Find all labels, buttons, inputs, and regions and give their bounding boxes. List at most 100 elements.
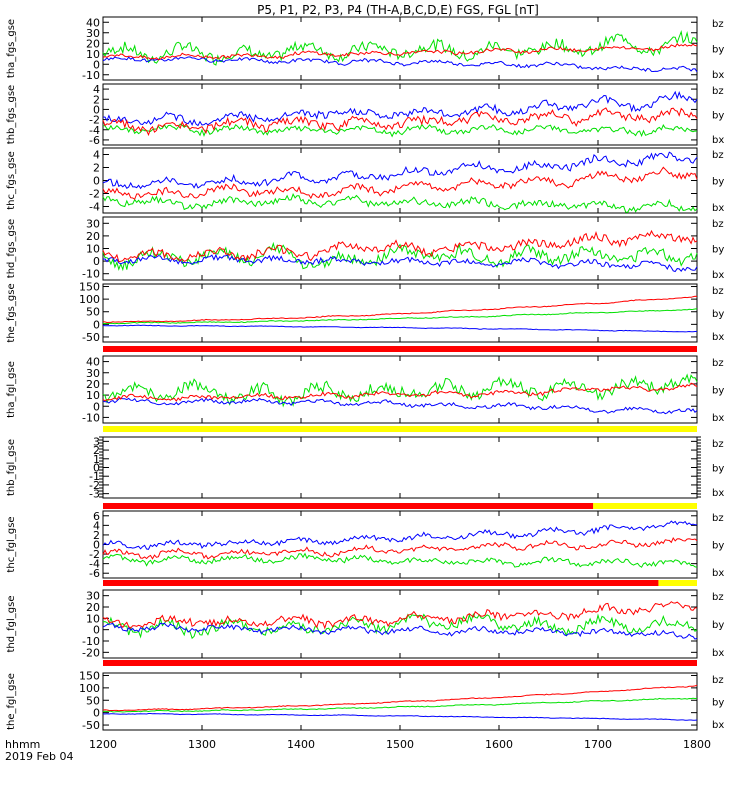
y-tick-label: 20	[86, 37, 100, 50]
y-tick-label: 40	[86, 356, 100, 369]
legend-bz: bz	[712, 19, 724, 30]
legend-by: by	[712, 111, 724, 122]
y-tick-label: 10	[86, 48, 100, 61]
y-tick-label: 0	[93, 539, 100, 552]
status-bar-1	[103, 346, 697, 352]
y-tick-label: 6	[93, 510, 100, 523]
y-tick-label: 100	[79, 682, 100, 695]
panel-ylabel: thd_fgs_gse	[6, 219, 17, 278]
series-by-line	[102, 373, 698, 408]
y-tick-label: 20	[86, 378, 100, 391]
panel-ylabel: the_fgl_gse	[6, 673, 17, 730]
legend-bz: bz	[712, 513, 724, 524]
legend-bx: bx	[712, 648, 724, 659]
panel-ylabel: tha_fgs_gse	[6, 19, 17, 78]
series-bx-line	[102, 90, 698, 127]
panels-group: tha_fgs_gse 403020100-10bzbybxthb_fgs_gse…	[6, 16, 724, 751]
y-tick-label: 0	[93, 624, 100, 637]
legend-by: by	[712, 620, 724, 631]
y-tick-label: 100	[79, 293, 100, 306]
y-tick-label: -2	[89, 548, 100, 561]
status-bar-4-yellow	[658, 580, 697, 586]
panel-ylabel: thd_fgl_gse	[6, 596, 17, 653]
y-tick-label: -6	[89, 134, 100, 147]
legend-by: by	[712, 45, 724, 56]
series-bx-line	[102, 151, 698, 190]
panel-ylabel: thc_fgl_gse	[6, 516, 17, 572]
series-by-line	[102, 697, 698, 713]
x-tick-label: 1500	[386, 738, 414, 751]
y-tick-label: -3	[89, 488, 100, 501]
series-bx-line	[102, 324, 698, 333]
y-tick-label: -4	[89, 201, 100, 214]
panel-p3: thc_fgs_gse 420-2-4 bz by bx	[6, 147, 724, 214]
legend-bx: bx	[712, 413, 724, 424]
panel-frame	[102, 589, 698, 659]
y-tick-label: -2	[89, 188, 100, 201]
status-bar-3	[103, 503, 697, 509]
legend-bx: bx	[712, 270, 724, 281]
legend-bz: bz	[712, 439, 724, 450]
x-tick-label: 1300	[188, 738, 216, 751]
y-tick-label: 2	[93, 93, 100, 106]
legend-bz: bz	[712, 219, 724, 230]
series-by-line	[102, 192, 698, 213]
series-by-line	[102, 29, 698, 66]
x-tick-label: 1400	[287, 738, 315, 751]
y-tick-label: 40	[86, 16, 100, 29]
series-by-line	[102, 123, 698, 138]
y-tick-label: -50	[82, 331, 100, 344]
y-tick-label: 30	[86, 367, 100, 380]
y-tick-label: -2	[89, 479, 100, 492]
legend-bx: bx	[712, 488, 724, 499]
y-tick-label: 30	[86, 217, 100, 230]
legend-by: by	[712, 464, 724, 475]
legend-bx: bx	[712, 203, 724, 214]
legend-bz: bz	[712, 592, 724, 603]
y-tick-label: 30	[86, 590, 100, 603]
status-bar-4	[103, 580, 697, 586]
y-tick-label: 0	[93, 103, 100, 116]
x-tick-label: 1700	[584, 738, 612, 751]
y-tick-label: 10	[86, 243, 100, 256]
legend-bz: bz	[712, 675, 724, 686]
y-tick-label: 0	[93, 255, 100, 268]
legend-by: by	[712, 177, 724, 188]
legend-bx: bx	[712, 70, 724, 81]
footer-date-label: 2019 Feb 04	[5, 750, 73, 763]
series-bz-line	[102, 601, 697, 630]
series-bz-line	[102, 166, 698, 200]
y-tick-label: -6	[89, 567, 100, 580]
y-tick-label: 0	[93, 58, 100, 71]
panel-ylabel: thb_fgl_gse	[6, 439, 17, 496]
y-tick-label: 30	[86, 27, 100, 40]
y-tick-label: 150	[79, 669, 100, 682]
legend-by: by	[712, 309, 724, 320]
y-tick-label: 0	[93, 400, 100, 413]
y-tick-label: 50	[86, 306, 100, 319]
y-tick-label: -4	[89, 558, 100, 571]
panel-ylabel: the_fgs_gse	[6, 283, 17, 342]
series-bz-line	[102, 43, 698, 61]
panel-frame	[102, 147, 698, 214]
series-by-line	[102, 308, 698, 325]
y-tick-label: 0	[93, 175, 100, 188]
legend-by: by	[712, 245, 724, 256]
y-tick-label: 20	[86, 601, 100, 614]
legend-bz: bz	[712, 286, 724, 297]
series-by-line	[102, 612, 698, 640]
y-tick-label: 3	[93, 435, 100, 448]
series-bx-line	[102, 520, 697, 550]
y-tick-label: 4	[93, 519, 100, 532]
status-bar-2	[103, 426, 697, 432]
panel-frame	[102, 16, 698, 81]
y-tick-label: 20	[86, 230, 100, 243]
legend-by: by	[712, 698, 724, 709]
legend-bx: bx	[712, 568, 724, 579]
series-bz-line	[102, 295, 698, 324]
series-bx-line	[102, 397, 698, 415]
